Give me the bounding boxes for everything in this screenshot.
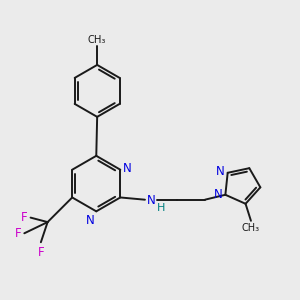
- Text: N: N: [147, 194, 155, 207]
- Text: F: F: [38, 246, 44, 259]
- Text: N: N: [216, 165, 225, 178]
- Text: N: N: [86, 214, 94, 227]
- Text: F: F: [15, 227, 22, 240]
- Text: F: F: [21, 211, 28, 224]
- Text: N: N: [123, 162, 132, 175]
- Text: CH₃: CH₃: [88, 35, 106, 45]
- Text: H: H: [157, 203, 165, 213]
- Text: CH₃: CH₃: [242, 223, 260, 232]
- Text: N: N: [214, 188, 223, 201]
